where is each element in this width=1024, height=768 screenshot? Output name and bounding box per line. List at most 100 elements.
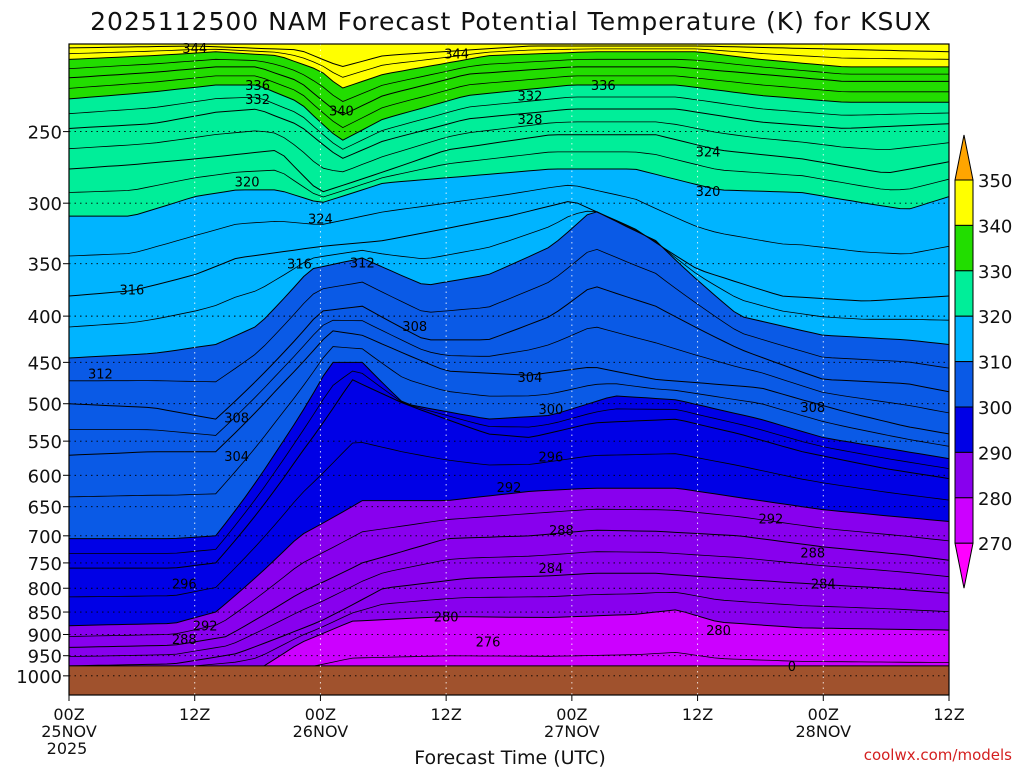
contour-minor-326 (69, 121, 949, 173)
contour-label-288: 288 (549, 524, 574, 539)
y-tick-label-800: 800 (28, 579, 62, 600)
grid-lines (69, 44, 949, 695)
contour-label-284: 284 (538, 562, 563, 577)
contour-label-296: 296 (538, 451, 563, 466)
band-336 (69, 44, 949, 115)
contour-minor-330 (69, 96, 949, 150)
contour-label-0: 0 (788, 660, 796, 675)
contour-296K (69, 379, 949, 569)
contour-label-304: 304 (224, 450, 249, 465)
contour-label-340: 340 (329, 105, 354, 120)
y-tick-label-750: 750 (28, 554, 62, 575)
contour-minor-294 (69, 442, 949, 598)
contour-288K (69, 529, 949, 648)
contour-336K (69, 66, 949, 116)
contour-minor-334 (69, 75, 949, 129)
contour-300K (69, 361, 949, 540)
contour-304K (69, 330, 949, 456)
contour-label-320: 320 (696, 185, 721, 200)
colorbar-bin-320 (954, 315, 974, 363)
contour-label-292: 292 (497, 481, 522, 496)
contour-332K (69, 84, 949, 141)
band-340 (69, 44, 949, 88)
contour-320K (69, 168, 949, 217)
y-tick-label-900: 900 (28, 625, 62, 646)
y-tick-label-550: 550 (28, 432, 62, 453)
contour-324K (69, 134, 949, 193)
contour-minor-306 (69, 319, 949, 436)
colorbar-bin-330 (954, 270, 974, 317)
contour-minor-298 (69, 370, 949, 554)
contour-minor-290 (69, 508, 949, 637)
contour-minor-322 (69, 151, 949, 198)
contour-340K (69, 51, 949, 89)
x-tick-label-48: 00Z (556, 705, 587, 724)
contour-label-316: 316 (119, 284, 144, 299)
contour-minor-282 (69, 591, 949, 670)
x-tick-date-48: 27NOV (544, 722, 600, 741)
colorbar-label-330: 330 (978, 262, 1012, 283)
colorbar-bin-300 (954, 406, 974, 453)
credit-text: coolwx.com/models (864, 746, 1012, 764)
contour-label-312: 312 (88, 368, 113, 383)
contour-label-304: 304 (518, 371, 543, 386)
contour-328K (69, 108, 949, 159)
x-tick-label-12: 12Z (179, 705, 210, 724)
y-tick-label-850: 850 (28, 603, 62, 624)
x-tick-label-36: 12Z (430, 705, 461, 724)
contour-label-300: 300 (538, 403, 563, 418)
contour-label-288: 288 (800, 546, 825, 561)
contour-label-324: 324 (696, 146, 721, 161)
contour-label-284: 284 (811, 577, 836, 592)
y-tick-label-650: 650 (28, 498, 62, 519)
temperature-bands (69, 44, 949, 695)
contour-label-332: 332 (245, 93, 270, 108)
contour-label-344: 344 (182, 42, 207, 57)
colorbar-label-340: 340 (978, 216, 1012, 237)
colorbar-label-270: 270 (978, 534, 1012, 555)
x-tick-label-24: 00Z (305, 705, 336, 724)
contour-label-308: 308 (224, 412, 249, 427)
y-tick-label-450: 450 (28, 353, 62, 374)
y-tick-label-950: 950 (28, 647, 62, 668)
colorbar-label-290: 290 (978, 443, 1012, 464)
chart-title: 2025112500 NAM Forecast Potential Temper… (90, 7, 932, 36)
contour-label-316: 316 (287, 258, 312, 273)
contour-label-332: 332 (518, 89, 543, 104)
contour-label-344: 344 (444, 48, 469, 63)
contour-label-308: 308 (402, 320, 427, 335)
contour-minor-314 (69, 210, 949, 328)
contour-label-324: 324 (308, 213, 333, 228)
contour-minor-310 (69, 248, 949, 383)
x-tick-date-24: 26NOV (293, 722, 349, 741)
contour-308K (69, 286, 949, 420)
contour-label-336: 336 (245, 79, 270, 94)
x-axis-label: Forecast Time (UTC) (414, 747, 605, 768)
colorbar-label-320: 320 (978, 307, 1012, 328)
contour-label-292: 292 (193, 620, 218, 635)
contour-lines (69, 45, 949, 695)
colorbar-bin-340 (954, 224, 974, 272)
contour-label-320: 320 (235, 176, 260, 191)
contour-minor-342 (69, 48, 949, 78)
contour-label-280: 280 (706, 624, 731, 639)
surface-ground (69, 665, 949, 695)
y-tick-label-700: 700 (28, 527, 62, 548)
contour-minor-318 (69, 184, 949, 257)
colorbar-bin-280 (954, 497, 974, 544)
contour-label-292: 292 (758, 513, 783, 528)
x-tick-label-0: 00Z (53, 705, 84, 724)
x-tick-date-0: 25NOV (41, 722, 97, 741)
y-tick-label-500: 500 (28, 395, 62, 416)
contour-312K (69, 211, 949, 359)
surface-fill (69, 665, 949, 695)
contour-label-312: 312 (350, 257, 375, 272)
contour-minor-302 (69, 346, 949, 498)
colorbar-bottom-arrow (954, 542, 974, 589)
contour-label-280: 280 (434, 611, 459, 626)
y-tick-label-350: 350 (28, 255, 62, 276)
contour-284K (69, 572, 949, 667)
x-tick-date-72: 28NOV (795, 722, 851, 741)
